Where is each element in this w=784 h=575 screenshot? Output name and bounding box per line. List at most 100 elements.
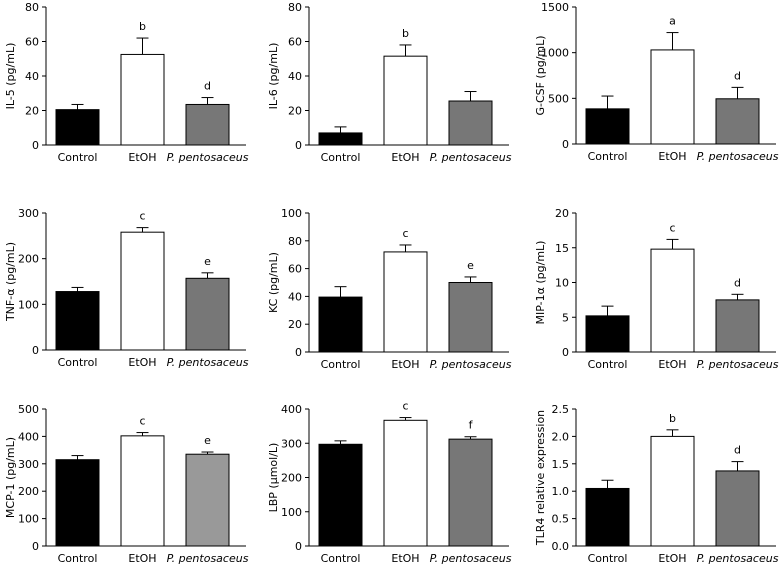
y-axis-label: G-CSF (pg/mL) xyxy=(534,35,547,115)
x-category-label: P. pentosaceus xyxy=(167,552,249,565)
y-tick-label: 200 xyxy=(18,485,39,498)
chart-panel-tlr4: 0.0 0.5 1.0 1.5 2.0 2.5 TLR4 relative expressi… xyxy=(534,403,779,565)
y-tick-label: 300 xyxy=(18,458,39,471)
bar-tnfa-0 xyxy=(55,291,100,351)
significance-letter-mcp1-2: e xyxy=(204,434,211,447)
y-tick-label: 200 xyxy=(18,253,39,266)
y-tick-label: 40 xyxy=(288,70,302,83)
bar-kc-0 xyxy=(318,296,363,353)
y-tick-label: 0 xyxy=(295,346,302,359)
significance-letter-tnfa-2: e xyxy=(204,255,211,268)
chart-panel-mcp1: 0 100 200 300 400 500 MCP-1 (pg/mL) Control c EtO… xyxy=(4,403,249,565)
y-tick-label: 100 xyxy=(281,207,302,220)
y-tick-label: 5 xyxy=(562,311,569,324)
y-tick-label: 20 xyxy=(555,207,569,220)
y-tick-label: 1000 xyxy=(541,47,569,60)
y-tick-label: 40 xyxy=(288,290,302,303)
x-category-label: EtOH xyxy=(658,150,686,163)
x-category-label: P. pentosaceus xyxy=(697,552,779,565)
y-axis-label: MCP-1 (pg/mL) xyxy=(4,437,17,518)
bar-gcsf-2 xyxy=(715,98,760,145)
bar-kc-1 xyxy=(383,251,428,353)
x-category-label: P. pentosaceus xyxy=(430,358,512,371)
y-tick-label: 1.5 xyxy=(552,458,570,471)
x-category-label: Control xyxy=(321,151,361,164)
chart-panel-kc: 0 20 40 60 80 100 KC (pg/mL) Control c EtOH e P. pe… xyxy=(267,207,512,371)
y-tick-label: 0.5 xyxy=(552,513,570,526)
x-category-label: P. pentosaceus xyxy=(430,151,512,164)
y-tick-label: 80 xyxy=(288,1,302,14)
bar-mcp1-0 xyxy=(55,459,100,547)
y-axis-label: TNF-α (pg/mL) xyxy=(4,242,17,322)
y-tick-label: 80 xyxy=(288,235,302,248)
bar-lbp-0 xyxy=(318,443,363,547)
y-tick-label: 100 xyxy=(18,513,39,526)
y-tick-label: 0 xyxy=(562,346,569,359)
y-tick-label: 60 xyxy=(288,36,302,49)
y-tick-label: 0 xyxy=(32,540,39,553)
y-tick-label: 40 xyxy=(25,70,39,83)
chart-panel-lbp: 0 100 200 300 400 LBP (μmol/L) Control c EtOH f P.… xyxy=(267,400,512,565)
x-category-label: EtOH xyxy=(128,151,156,164)
y-tick-label: 0 xyxy=(32,139,39,152)
significance-letter-gcsf-2: d xyxy=(734,69,741,82)
y-tick-label: 400 xyxy=(18,430,39,443)
bar-il6-2 xyxy=(448,100,493,146)
significance-letter-lbp-2: f xyxy=(469,419,474,432)
significance-letter-lbp-1: c xyxy=(402,400,408,413)
significance-letter-mip1a-2: d xyxy=(734,276,741,289)
y-axis-label: IL-5 (pg/mL) xyxy=(4,43,17,110)
bar-tnfa-2 xyxy=(185,277,230,351)
bar-tnfa-1 xyxy=(120,231,165,351)
y-tick-label: 1.0 xyxy=(552,485,570,498)
x-category-label: Control xyxy=(588,150,628,163)
x-category-label: P. pentosaceus xyxy=(167,356,249,369)
y-axis-label: MIP-1α (pg/mL) xyxy=(534,241,547,325)
x-category-label: Control xyxy=(588,358,628,371)
x-category-label: P. pentosaceus xyxy=(697,358,779,371)
y-axis-label: KC (pg/mL) xyxy=(267,252,280,313)
significance-letter-il6-1: b xyxy=(402,27,409,40)
x-category-label: P. pentosaceus xyxy=(430,552,512,565)
x-category-label: EtOH xyxy=(391,151,419,164)
bar-il6-1 xyxy=(383,55,428,146)
bar-tlr4-1 xyxy=(650,435,695,547)
chart-panel-mip1a: 0 5 10 15 20 MIP-1α (pg/mL) Control c EtOH d P. pe… xyxy=(534,207,779,371)
y-tick-label: 60 xyxy=(288,263,302,276)
y-tick-label: 0 xyxy=(295,540,302,553)
significance-letter-il5-2: d xyxy=(204,80,211,93)
x-category-label: Control xyxy=(588,552,628,565)
y-tick-label: 200 xyxy=(281,472,302,485)
significance-letter-kc-1: c xyxy=(402,227,408,240)
x-category-label: Control xyxy=(58,356,98,369)
bar-mcp1-2 xyxy=(185,453,230,547)
y-tick-label: 100 xyxy=(281,506,302,519)
bar-lbp-1 xyxy=(383,419,428,547)
y-tick-label: 20 xyxy=(288,105,302,118)
y-tick-label: 20 xyxy=(288,318,302,331)
y-tick-label: 80 xyxy=(25,1,39,14)
y-tick-label: 0 xyxy=(32,344,39,357)
bar-tlr4-2 xyxy=(715,470,760,547)
chart-panel-il5: 0 20 40 60 80 IL-5 (pg/mL) Control b EtOH d P. pen… xyxy=(4,1,249,164)
bar-il5-1 xyxy=(120,53,165,146)
y-tick-label: 100 xyxy=(18,298,39,311)
significance-letter-mip1a-1: c xyxy=(669,221,675,234)
x-category-label: EtOH xyxy=(391,552,419,565)
x-category-label: P. pentosaceus xyxy=(167,151,249,164)
y-tick-label: 0 xyxy=(562,138,569,151)
bar-mip1a-0 xyxy=(585,315,630,353)
y-tick-label: 0.0 xyxy=(552,540,570,553)
x-category-label: Control xyxy=(321,358,361,371)
significance-letter-tlr4-2: d xyxy=(734,444,741,457)
bar-il5-2 xyxy=(185,103,230,146)
y-axis-label: TLR4 relative expression xyxy=(534,410,547,546)
significance-letter-tnfa-1: c xyxy=(139,210,145,223)
chart-panel-il6: 0 20 40 60 80 IL-6 (pg/mL) Control b EtOH P. pent… xyxy=(267,1,512,164)
x-category-label: Control xyxy=(58,151,98,164)
y-tick-label: 10 xyxy=(555,277,569,290)
significance-letter-kc-2: e xyxy=(467,259,474,272)
chart-panel-gcsf: 0 500 1000 1500 G-CSF (pg/mL) Control a EtOH d P.… xyxy=(534,1,779,163)
y-tick-label: 20 xyxy=(25,105,39,118)
